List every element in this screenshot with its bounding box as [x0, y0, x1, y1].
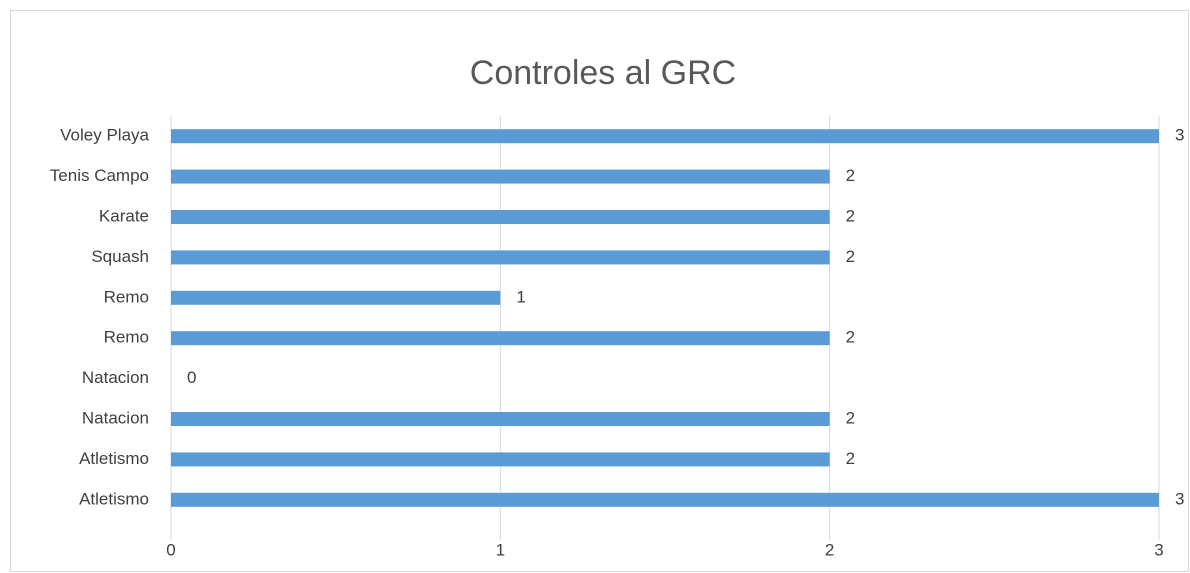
y-tick-label: Atletismo	[79, 489, 149, 508]
bar	[171, 290, 501, 305]
bar	[171, 129, 1159, 144]
bar	[171, 412, 830, 426]
bar	[171, 492, 1159, 507]
y-tick-label: Voley Playa	[60, 126, 149, 145]
y-tick-label: Tenis Campo	[50, 166, 149, 185]
data-label: 1	[516, 287, 525, 306]
data-label: 2	[846, 449, 855, 468]
bar	[171, 331, 830, 346]
bar	[171, 452, 830, 467]
x-tick-label: 1	[496, 540, 505, 559]
data-label: 0	[187, 368, 196, 387]
y-tick-label: Squash	[91, 247, 149, 266]
x-tick-label: 0	[166, 540, 175, 559]
y-tick-label: Remo	[104, 328, 149, 347]
data-label: 3	[1175, 126, 1184, 145]
chart-title: Controles al GRC	[470, 54, 736, 92]
data-label: 2	[846, 166, 855, 185]
bar	[171, 210, 830, 224]
bar	[171, 250, 830, 265]
data-label: 2	[846, 206, 855, 225]
data-label: 3	[1175, 489, 1184, 508]
y-tick-label: Natacion	[82, 408, 149, 427]
x-tick-label: 2	[825, 540, 834, 559]
x-tick-label: 3	[1154, 540, 1163, 559]
y-tick-label: Remo	[104, 287, 149, 306]
data-label: 2	[846, 408, 855, 427]
y-tick-label: Karate	[99, 206, 149, 225]
data-label: 2	[846, 247, 855, 266]
y-tick-label: Natacion	[82, 368, 149, 387]
data-label: 2	[846, 328, 855, 347]
y-tick-label: Atletismo	[79, 449, 149, 468]
bar	[171, 169, 830, 184]
